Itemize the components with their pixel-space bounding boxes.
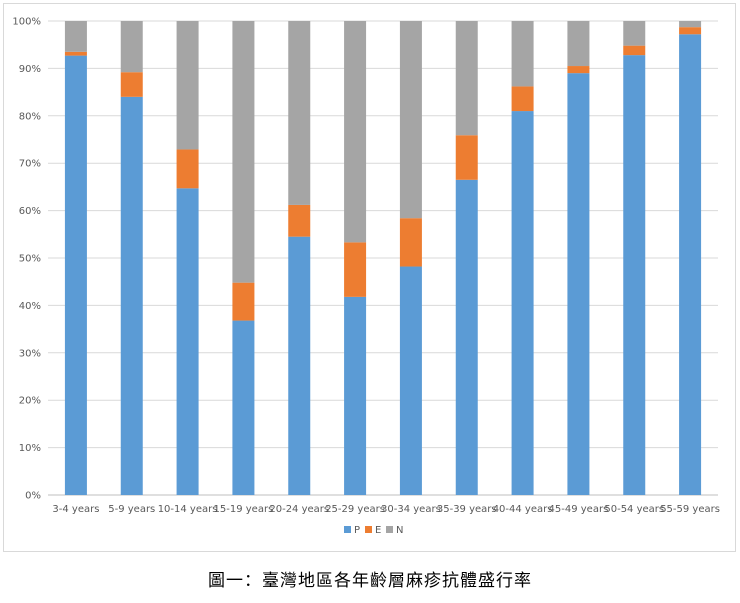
- bar-segment-p: [344, 296, 367, 495]
- y-tick-label: 10%: [19, 443, 41, 454]
- stacked-bar-chart: 0% 10% 20% 30% 40% 50% 60% 70% 80% 90% 100% 3-4 ye…: [12, 17, 720, 537]
- bar-segment-e: [344, 242, 367, 297]
- legend-swatch-n: [386, 526, 393, 533]
- bar-segment-e: [176, 149, 199, 189]
- bar-segment-p: [176, 188, 199, 495]
- bar-segment-e: [511, 86, 534, 112]
- bar-segment-e: [120, 72, 143, 97]
- bar-segment-n: [232, 21, 255, 283]
- y-tick-label: 70%: [19, 159, 41, 170]
- x-tick-label: 25-29 years: [325, 504, 385, 515]
- bar-segment-p: [120, 96, 143, 495]
- legend-label-e: E: [375, 525, 381, 536]
- x-tick-label: 5-9 years: [108, 504, 155, 515]
- y-tick-label: 0%: [25, 491, 41, 502]
- bar-segment-n: [623, 21, 646, 46]
- y-tick-label: 40%: [19, 301, 41, 312]
- y-tick-label: 80%: [19, 111, 41, 122]
- bar-segment-e: [232, 282, 255, 321]
- legend-label-p: P: [354, 525, 360, 536]
- x-tick-label: 55-59 years: [660, 504, 720, 515]
- y-axis-ticks: 0% 10% 20% 30% 40% 50% 60% 70% 80% 90% 100%: [12, 17, 41, 502]
- bar-segment-n: [567, 21, 590, 67]
- bar-segment-n: [399, 21, 422, 219]
- bar-segment-n: [120, 21, 143, 73]
- bar-segment-e: [455, 135, 478, 180]
- bar-segment-n: [344, 21, 367, 243]
- bar-segment-n: [679, 21, 702, 28]
- bar-segment-p: [399, 266, 422, 495]
- gridlines: [48, 20, 718, 496]
- bar-segment-n: [455, 21, 478, 136]
- x-tick-label: 35-39 years: [437, 504, 497, 515]
- y-tick-label: 50%: [19, 254, 41, 265]
- legend-swatch-p: [344, 526, 351, 533]
- bar-segment-p: [567, 73, 590, 495]
- bar-segment-e: [288, 204, 311, 237]
- x-tick-label: 15-19 years: [214, 504, 274, 515]
- bar-segment-p: [679, 34, 702, 495]
- bar-segment-p: [288, 236, 311, 496]
- x-tick-label: 10-14 years: [158, 504, 218, 515]
- x-tick-label: 40-44 years: [493, 504, 553, 515]
- x-tick-label: 30-34 years: [381, 504, 441, 515]
- y-tick-label: 20%: [19, 396, 41, 407]
- bar-segment-e: [399, 218, 422, 267]
- y-tick-label: 60%: [19, 206, 41, 217]
- bar-segment-n: [511, 21, 534, 87]
- x-tick-label: 3-4 years: [52, 504, 99, 515]
- bar-segment-n: [64, 21, 87, 52]
- bar-segment-e: [623, 45, 646, 56]
- bar-segment-p: [623, 55, 646, 496]
- bar-segment-e: [64, 51, 87, 56]
- x-tick-label: 50-54 years: [604, 504, 664, 515]
- y-tick-label: 30%: [19, 348, 41, 359]
- bar-segment-p: [511, 111, 534, 495]
- y-tick-label: 100%: [12, 17, 41, 28]
- bars: [64, 21, 702, 496]
- legend-label-n: N: [396, 525, 403, 536]
- bar-segment-p: [64, 55, 87, 496]
- y-tick-label: 90%: [19, 64, 41, 75]
- bar-segment-p: [455, 179, 478, 496]
- bar-segment-n: [176, 21, 199, 150]
- bar-segment-n: [288, 21, 311, 205]
- bar-segment-e: [567, 66, 590, 74]
- bar-segment-e: [679, 27, 702, 35]
- x-tick-label: 45-49 years: [549, 504, 609, 515]
- legend-swatch-e: [365, 526, 372, 533]
- x-tick-label: 20-24 years: [269, 504, 329, 515]
- bar-segment-p: [232, 320, 255, 495]
- figure-caption: 圖一：臺灣地區各年齡層麻疹抗體盛行率: [208, 571, 532, 591]
